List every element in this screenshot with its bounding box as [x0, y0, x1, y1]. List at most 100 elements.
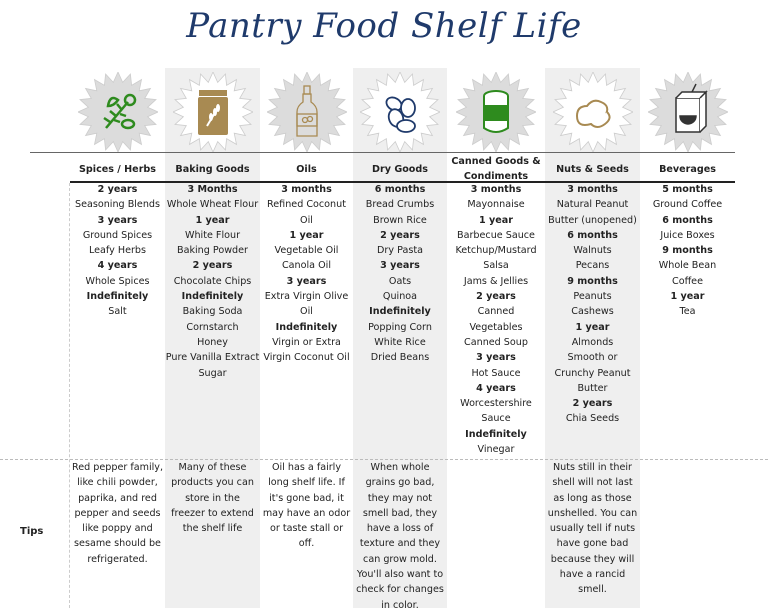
food-item: Pecans [575, 260, 610, 272]
column-baking-goods: Baking Goods 3 Months Whole Wheat Flour 1 y… [165, 68, 260, 608]
food-item: Mayonnaise [467, 199, 525, 211]
food-item: Ketchup/Mustard [455, 245, 537, 257]
column-header: Oils [296, 163, 317, 175]
tips-row-label: Tips [20, 526, 44, 537]
column-header: Canned Goods & Condiments [451, 156, 541, 182]
duration-label: 2 years [192, 260, 233, 272]
food-item: Whole Spices [85, 275, 150, 287]
food-item: Popping Corn [368, 321, 432, 333]
duration-label: 3 Months [187, 184, 238, 195]
food-item: Virgin Coconut Oil [263, 352, 350, 364]
column-oils: Oils 3 months Refined Coconut Oil 1 year Vege… [260, 68, 353, 608]
food-item: Salt [108, 306, 127, 318]
duration-label: 1 year [289, 229, 324, 241]
food-item: Jams & Jellies [463, 275, 529, 287]
duration-label: Indefinitely [86, 291, 149, 303]
food-item: Pure Vanilla Extract [165, 352, 260, 364]
duration-label: 2 years [476, 291, 516, 303]
food-item: Dry Pasta [377, 245, 423, 257]
food-item: Canola Oil [281, 260, 331, 272]
food-item: Natural Peanut [556, 199, 629, 211]
food-item: Chocolate Chips [173, 275, 252, 287]
food-item: Refined Coconut [267, 199, 346, 211]
duration-label: 1 year [195, 214, 230, 226]
duration-label: 3 months [470, 184, 522, 195]
duration-label: Indefinitely [369, 306, 431, 318]
duration-label: 3 years [286, 275, 327, 287]
food-item: Honey [197, 336, 228, 348]
duration-label: 6 months [567, 229, 618, 241]
beans-icon [360, 72, 440, 152]
duration-label: 5 months [662, 184, 713, 195]
food-item: Coffee [672, 275, 703, 287]
food-item: Almonds [571, 336, 614, 348]
duration-label: 6 months [374, 184, 426, 195]
food-item: Canned [477, 306, 515, 318]
shelf-life-list: 3 months Natural Peanut Butter (unopened) 6… [545, 182, 640, 427]
duration-label: 1 year [670, 291, 705, 303]
duration-label: 1 year [575, 321, 610, 333]
shelf-life-list: 6 months Bread Crumbs Brown Rice 2 years Dry… [353, 182, 447, 366]
tip-text: When whole grains go bad, they may not s… [356, 462, 444, 611]
food-item: Vinegar [477, 444, 515, 456]
page-title: Pantry Food Shelf Life [186, 6, 582, 46]
food-item: Barbecue Sauce [457, 229, 535, 241]
food-item: Oil [300, 214, 313, 226]
food-item: Sauce [481, 413, 511, 425]
duration-label: 3 months [567, 184, 618, 195]
food-item: Vegetables [469, 321, 523, 333]
column-canned-goods-condiments: Canned Goods & Condiments 3 months Mayonna… [447, 68, 545, 608]
food-item: Vegetable Oil [274, 245, 339, 257]
duration-label: 2 years [380, 229, 420, 241]
food-item: Quinoa [382, 291, 418, 303]
column-header: Spices / Herbs [79, 163, 156, 175]
tip-text: Oil has a fairly long shelf life. If it'… [262, 462, 351, 550]
herbs-icon [77, 72, 158, 152]
tip-text: Nuts still in their shell will not last … [547, 462, 638, 596]
duration-label: 2 years [572, 398, 613, 410]
can-icon [456, 72, 536, 152]
food-item: Chia Seeds [565, 413, 620, 425]
food-item: Juice Boxes [660, 229, 715, 241]
shelf-life-list: 3 Months Whole Wheat Flour 1 year White Flo… [165, 182, 260, 381]
column-nuts-seeds: Nuts & Seeds 3 months Natural Peanut Butter… [545, 68, 640, 608]
food-item: Baking Soda [182, 306, 243, 318]
duration-label: 3 years [380, 260, 420, 272]
food-item: Cashews [571, 306, 614, 318]
food-item: Whole Bean [658, 260, 717, 272]
food-item: Tea [679, 306, 696, 318]
duration-label: 3 years [97, 214, 138, 226]
column-header: Beverages [659, 163, 716, 175]
food-item: Canned Soup [464, 336, 528, 348]
food-item: White Flour [184, 229, 241, 241]
duration-label: 9 months [662, 245, 713, 257]
food-item: Crunchy Peanut [554, 367, 631, 379]
food-item: Smooth or [567, 352, 618, 364]
food-item: Cornstarch [186, 321, 239, 333]
food-item: Butter (unopened) [548, 214, 637, 226]
duration-label: Indefinitely [275, 321, 338, 333]
flour-jar-icon [172, 72, 253, 152]
food-item: Sugar [198, 367, 227, 379]
food-item: Dried Beans [370, 352, 430, 364]
food-item: Ground Spices [82, 229, 153, 241]
food-item: Whole Wheat Flour [166, 199, 259, 211]
food-item: Brown Rice [373, 214, 427, 226]
tip-text: Many of these products you can store in … [171, 462, 254, 535]
duration-label: 9 months [567, 275, 618, 287]
food-item: Peanuts [573, 291, 612, 303]
duration-label: 4 years [476, 382, 516, 394]
shelf-life-list: 5 months Ground Coffee 6 months Juice Boxes… [640, 182, 735, 320]
oil-bottle-icon [266, 72, 347, 152]
column-beverages: Beverages 5 months Ground Coffee 6 months Ju… [640, 68, 735, 608]
food-item: Seasoning Blends [74, 199, 161, 211]
duration-label: 3 months [281, 184, 332, 195]
food-item: Bread Crumbs [365, 199, 435, 211]
column-dry-goods: Dry Goods 6 months Bread Crumbs Brown Rice 2… [353, 68, 447, 611]
food-item: Worcestershire [460, 398, 532, 410]
peanuts-icon [552, 72, 633, 152]
food-item: Leafy Herbs [88, 245, 147, 257]
column-header: Baking Goods [175, 163, 250, 175]
food-item: Baking Powder [177, 245, 248, 257]
juice-box-icon [647, 72, 728, 152]
